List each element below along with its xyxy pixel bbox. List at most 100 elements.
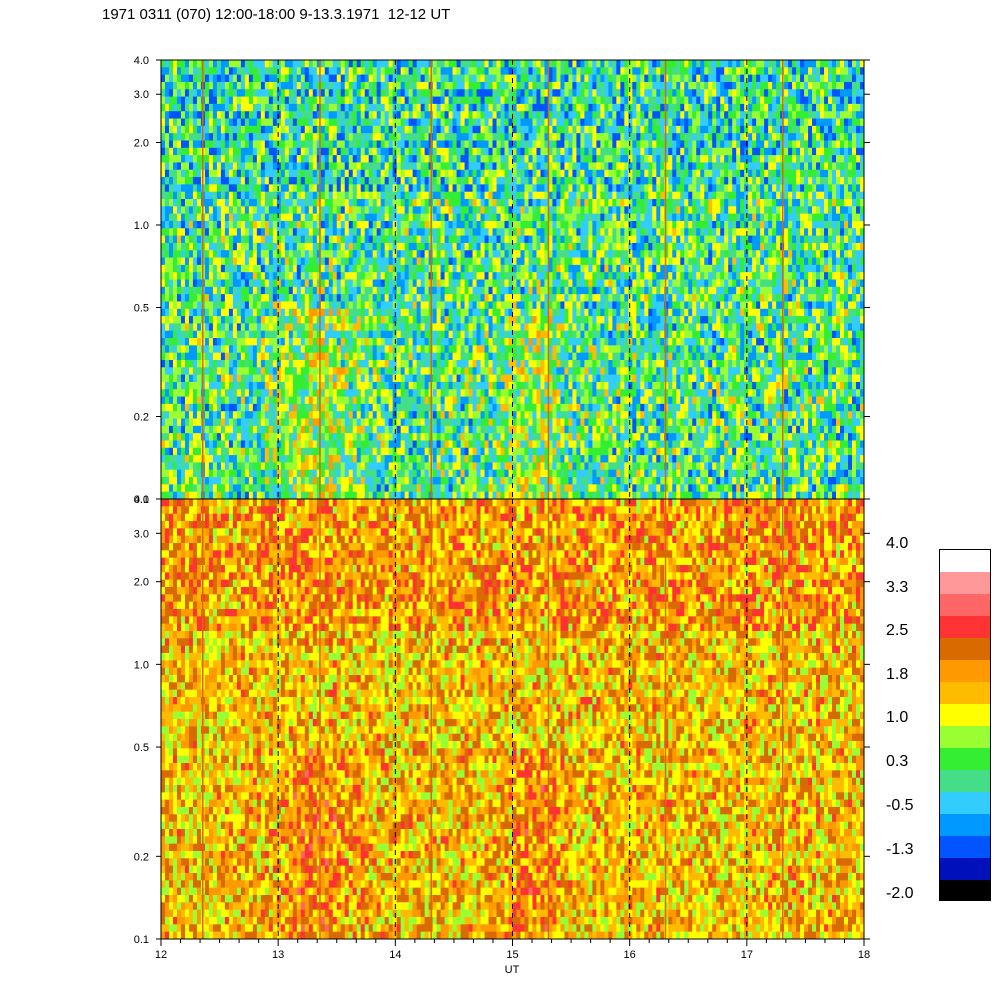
heatmap-cell (488, 118, 493, 127)
heatmap-cell (652, 60, 657, 68)
heatmap-cell (856, 162, 861, 171)
heatmap-cell (496, 133, 501, 141)
heatmap-cell (660, 257, 665, 266)
heatmap-cell (220, 147, 226, 156)
heatmap-cell (292, 96, 298, 105)
heatmap-cell (336, 118, 342, 127)
heatmap-cell (612, 169, 617, 178)
heatmap-cell (564, 133, 569, 141)
heatmap-cell (672, 191, 677, 200)
heatmap-cell (732, 118, 737, 127)
heatmap-cell (776, 96, 781, 105)
heatmap-cell (660, 133, 665, 141)
heatmap-cell (848, 220, 853, 229)
heatmap-cell (512, 213, 517, 222)
heatmap-cell (552, 191, 557, 200)
heatmap-cell (608, 60, 613, 68)
heatmap-cell (340, 242, 346, 251)
heatmap-cell (296, 74, 302, 83)
heatmap-cell (844, 140, 849, 149)
heatmap-cell (372, 103, 378, 112)
heatmap-cell (412, 162, 418, 171)
heatmap-cell (752, 257, 757, 266)
heatmap-cell (728, 191, 733, 200)
heatmap-cell (248, 74, 254, 83)
heatmap-cell (572, 60, 577, 68)
heatmap-cell (304, 125, 310, 134)
heatmap-cell (276, 191, 282, 200)
heatmap-cell (724, 81, 729, 90)
heatmap-cell (228, 81, 234, 90)
heatmap-cell (172, 257, 178, 266)
heatmap-cell (772, 177, 777, 185)
heatmap-cell (840, 191, 845, 200)
heatmap-cell (748, 235, 753, 244)
heatmap-cell (280, 169, 286, 178)
heatmap-cell (300, 133, 306, 141)
heatmap-cell (396, 67, 402, 76)
heatmap-cell (844, 228, 849, 236)
heatmap-cell (752, 147, 757, 156)
heatmap-cell (504, 125, 509, 134)
heatmap-cell (728, 118, 733, 127)
heatmap-cell (628, 67, 633, 76)
heatmap-cell (856, 111, 861, 119)
heatmap-cell (268, 250, 274, 258)
heatmap-cell (388, 250, 394, 258)
heatmap-cell (716, 206, 721, 215)
heatmap-cell (616, 162, 621, 171)
heatmap-cell (596, 103, 601, 112)
heatmap-cell (620, 81, 625, 90)
heatmap-cell (432, 67, 437, 76)
heatmap-cell (748, 213, 753, 222)
heatmap-cell (668, 250, 673, 258)
heatmap-cell (244, 155, 250, 163)
heatmap-cell (252, 103, 258, 112)
heatmap-cell (220, 155, 226, 163)
heatmap-cell (636, 125, 641, 134)
heatmap-cell (168, 60, 174, 68)
heatmap-cell (848, 89, 853, 97)
heatmap-cell (236, 199, 242, 207)
heatmap-cell (716, 235, 721, 244)
heatmap-cell (708, 162, 713, 171)
heatmap-cell (176, 60, 182, 68)
heatmap-cell (712, 184, 717, 193)
heatmap-cell (620, 242, 625, 251)
heatmap-cell (244, 206, 250, 215)
heatmap-cell (828, 250, 833, 258)
heatmap-cell (404, 169, 410, 178)
heatmap-cell (276, 184, 282, 193)
heatmap-cell (448, 103, 453, 112)
heatmap-cell (372, 235, 378, 244)
heatmap-cell (504, 250, 509, 258)
heatmap-cell (460, 184, 465, 193)
heatmap-cell (668, 125, 673, 134)
heatmap-cell (680, 199, 685, 207)
heatmap-cell (344, 235, 350, 244)
heatmap-cell (524, 206, 529, 215)
heatmap-cell (212, 81, 218, 90)
heatmap-cell (292, 140, 298, 149)
heatmap-cell (468, 220, 473, 229)
heatmap-cell (604, 89, 609, 97)
heatmap-cell (740, 60, 745, 68)
heatmap-cell (172, 140, 178, 149)
heatmap-cell (608, 169, 613, 178)
heatmap-cell (312, 169, 318, 178)
heatmap-cell (628, 162, 633, 171)
heatmap-cell (664, 67, 669, 76)
heatmap-cell (196, 220, 202, 229)
heatmap-cell (508, 140, 513, 149)
heatmap-cell (292, 81, 298, 90)
heatmap-cell (592, 169, 597, 178)
heatmap-cell (720, 220, 725, 229)
heatmap-cell (484, 125, 489, 134)
heatmap-cell (840, 228, 845, 236)
heatmap-cell (796, 169, 801, 178)
heatmap-cell (584, 118, 589, 127)
heatmap-cell (480, 67, 485, 76)
heatmap-cell (620, 257, 625, 266)
heatmap-cell (548, 220, 553, 229)
heatmap-cell (608, 125, 613, 134)
